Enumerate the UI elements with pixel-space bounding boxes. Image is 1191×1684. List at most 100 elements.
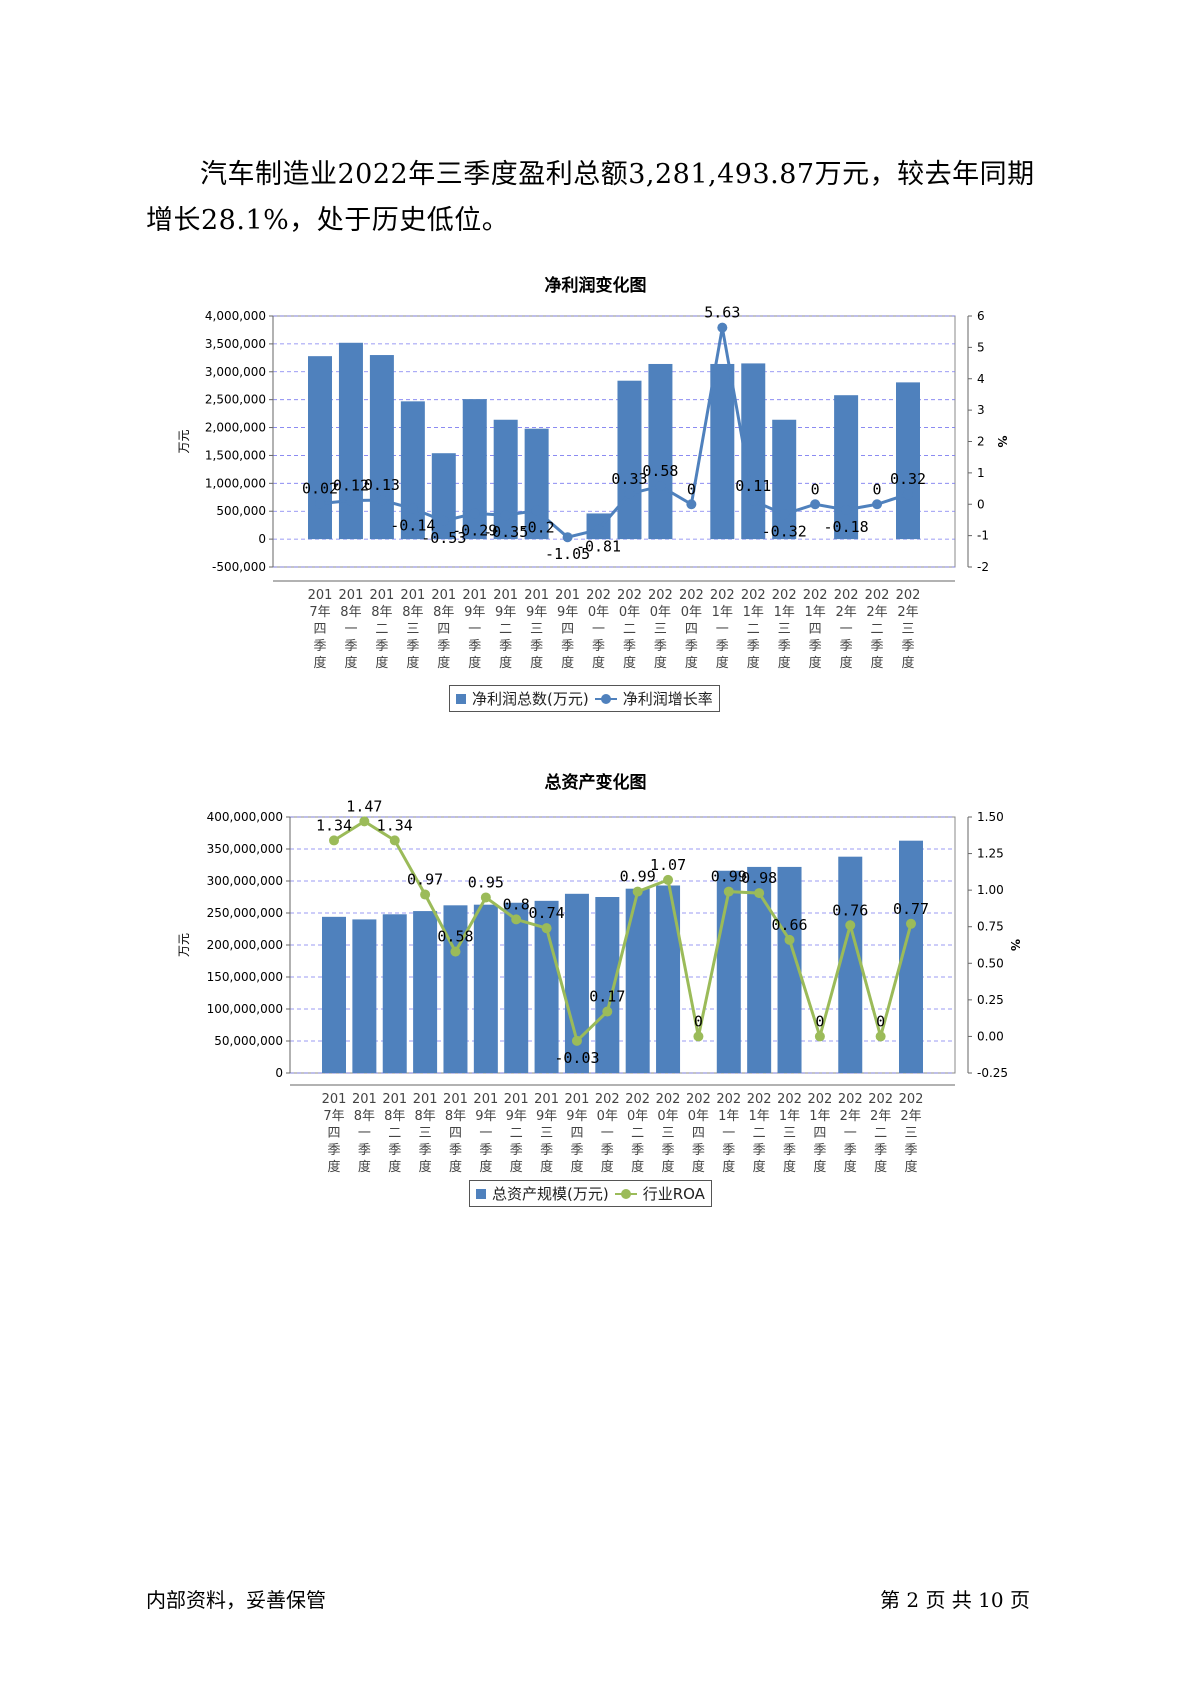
data-label: 0 (873, 480, 882, 498)
line-point (500, 510, 511, 521)
bar (443, 905, 468, 1073)
y-axis-label: 万元 (177, 429, 191, 453)
bar (625, 888, 650, 1073)
y2-tick-label: 4 (977, 372, 985, 386)
y-tick-label: 0 (275, 1066, 283, 1080)
bar (504, 902, 529, 1073)
y2-tick-label: -1 (977, 529, 989, 543)
bar (838, 856, 863, 1073)
line-point (655, 481, 666, 492)
x-tick-label: 201 9年三季度 (524, 588, 549, 671)
bar (834, 395, 859, 540)
data-label: 0.66 (771, 916, 807, 934)
x-tick-label: 202 1年三季度 (777, 1092, 802, 1175)
y2-tick-label: 0.50 (977, 956, 1004, 970)
chart2-legend: 总资产规模(万元) 行业ROA (469, 1180, 712, 1207)
data-label: 0.99 (620, 868, 656, 886)
legend-label-assets: 总资产规模(万元) (492, 1185, 609, 1203)
data-label: 0.97 (407, 871, 443, 889)
line-point (814, 1031, 825, 1042)
line-point (593, 524, 604, 535)
data-label: 0 (694, 1012, 703, 1030)
x-tick-label: 202 2年一季度 (834, 588, 859, 671)
y-tick-label: 350,000,000 (207, 842, 283, 856)
x-tick-label: 202 0年一季度 (586, 588, 611, 671)
line-point (389, 835, 400, 846)
line-point (903, 489, 913, 500)
x-tick-label: 201 7年四季度 (308, 588, 333, 671)
x-tick-label: 202 1年四季度 (807, 1092, 832, 1175)
data-label: -0.29 (452, 521, 497, 539)
y-tick-label: 1,500,000 (205, 448, 266, 462)
y2-tick-label: 1.25 (977, 847, 1004, 861)
y2-tick-label: 2 (977, 435, 985, 449)
x-tick-label: 202 0年一季度 (595, 1092, 620, 1175)
x-tick-label: 202 1年一季度 (716, 1092, 741, 1175)
x-tick-label: 202 0年二季度 (625, 1092, 650, 1175)
y2-tick-label: 5 (977, 340, 985, 354)
chart2-title: 总资产变化图 (544, 773, 647, 793)
line-point (376, 495, 387, 506)
y-tick-label: 100,000,000 (207, 1002, 283, 1016)
chart1-legend: 净利润总数(万元) 净利润增长率 (449, 685, 720, 712)
y-tick-label: 3,000,000 (205, 365, 266, 379)
data-label: 0.17 (589, 988, 625, 1006)
bar (369, 355, 394, 540)
y-tick-label: 150,000,000 (207, 970, 283, 984)
x-tick-label: 202 2年二季度 (868, 1092, 893, 1175)
y2-tick-label: -0.25 (977, 1066, 1008, 1080)
y2-tick-label: 6 (977, 309, 985, 323)
y-tick-label: -500,000 (212, 560, 266, 574)
footer-page-number: 第 2 页 共 10 页 (880, 1588, 1030, 1612)
net-profit-chart: 4,000,000 3,500,000 3,000,000 2,500,000 2,00… (177, 304, 1009, 671)
line-point (663, 874, 674, 885)
line-point (632, 886, 643, 897)
bar (747, 866, 772, 1073)
y2-tick-label: 3 (977, 403, 985, 417)
line-point (407, 503, 418, 514)
x-tick-label: 202 2年三季度 (896, 588, 921, 671)
data-label: 0.32 (890, 470, 926, 488)
data-label: 0.11 (735, 477, 771, 495)
bar (617, 380, 642, 540)
data-label: 0.13 (364, 476, 400, 494)
bar (338, 342, 363, 540)
x-tick-label: 201 9年一季度 (473, 1092, 498, 1175)
bar (772, 419, 797, 540)
line-point (541, 923, 552, 934)
x-tick-label: 201 8年一季度 (339, 588, 364, 671)
y-tick-label: 2,000,000 (205, 421, 266, 435)
line-point (748, 495, 759, 506)
y-tick-label: 50,000,000 (214, 1034, 283, 1048)
series-line (319, 327, 909, 539)
line-point (602, 1006, 613, 1017)
x-tick-label: 201 8年三季度 (400, 588, 425, 671)
line-point (511, 914, 522, 925)
legend-label-growth: 净利润增长率 (622, 690, 713, 708)
data-label: 0.77 (893, 900, 929, 918)
data-label: -0.53 (421, 529, 466, 547)
x-tick-label: 201 7年四季度 (322, 1092, 347, 1175)
data-label: -1.05 (545, 545, 590, 563)
line-point (841, 504, 852, 515)
line-point (562, 532, 573, 543)
line-point (624, 488, 635, 499)
line-point (754, 888, 765, 899)
data-label: 5.63 (704, 304, 740, 322)
legend-line-swatch (614, 1188, 637, 1199)
x-tick-label: 201 8年二季度 (382, 1092, 407, 1175)
x-tick-label: 201 8年四季度 (431, 588, 456, 671)
y2-tick-label: 0.75 (977, 920, 1004, 934)
line-point (329, 835, 339, 846)
x-tick-label: 201 9年一季度 (462, 588, 487, 671)
data-label: 0 (876, 1012, 885, 1030)
line-point (906, 918, 916, 929)
data-label: 1.34 (316, 816, 352, 834)
y-tick-label: 500,000 (216, 504, 266, 518)
bar (524, 428, 549, 540)
data-label: 0.8 (503, 895, 530, 913)
line-point (779, 509, 790, 520)
y2-tick-label: 1.00 (977, 883, 1004, 897)
data-label: 0.02 (302, 480, 338, 498)
total-assets-chart: 400,000,000 350,000,000 300,000,000 250,000… (177, 797, 1022, 1175)
